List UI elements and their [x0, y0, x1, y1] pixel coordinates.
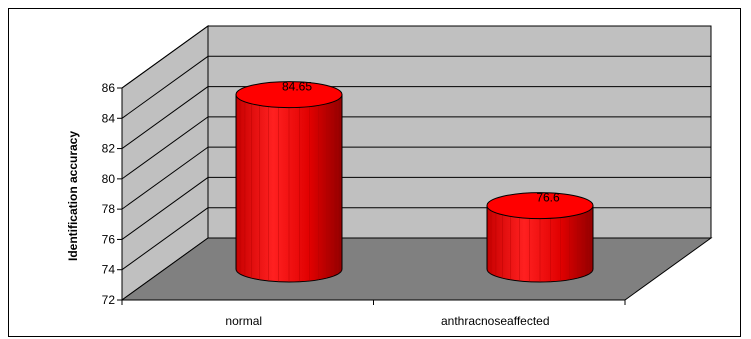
- bar-top: [235, 81, 343, 109]
- bar-top: [486, 192, 594, 220]
- data-label: 76.6: [536, 191, 560, 205]
- bar-cylinder: [486, 192, 594, 283]
- gridline-side: [121, 177, 209, 240]
- data-label: 84.65: [282, 80, 312, 94]
- y-tick-label: 84: [102, 111, 116, 125]
- y-tick-label: 74: [102, 263, 116, 277]
- gridline-side: [121, 86, 209, 149]
- floor: [120, 237, 713, 301]
- y-tick-label: 80: [102, 172, 116, 186]
- gridline-side: [121, 207, 209, 271]
- x-category-label: anthracnoseaffected: [441, 314, 550, 328]
- y-tick-label: 86: [102, 81, 116, 95]
- y-tick-label: 78: [102, 202, 116, 216]
- y-tick-label: 72: [102, 293, 116, 307]
- y-tick-label: 82: [102, 142, 116, 156]
- y-axis-title: Identification accuracy: [66, 131, 80, 261]
- x-category-label: normal: [225, 314, 262, 328]
- gridline-side: [121, 25, 209, 89]
- gridline-side: [121, 146, 209, 210]
- gridline-side: [121, 116, 209, 180]
- y-tick-label: 76: [102, 232, 116, 246]
- gridline-side: [121, 55, 209, 119]
- bar-cylinder: [235, 81, 343, 283]
